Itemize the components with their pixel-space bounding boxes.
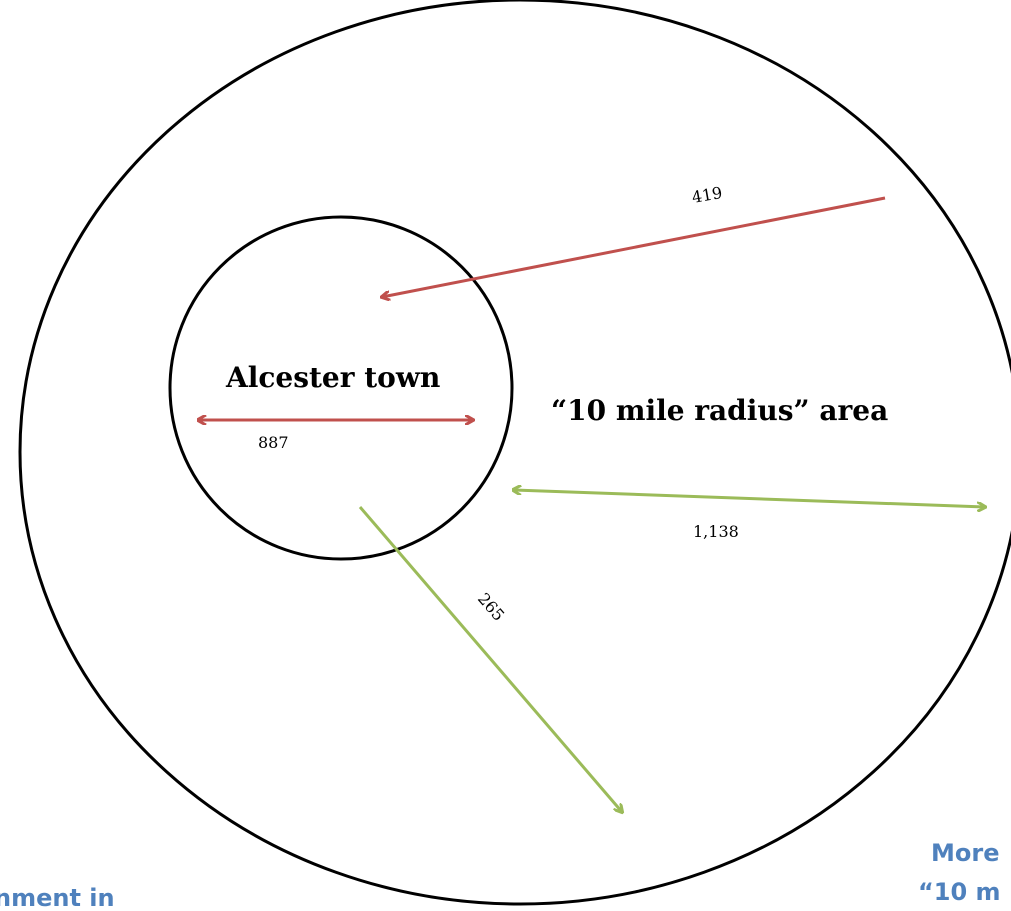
out-of-area-value: 265 (474, 589, 508, 625)
right-caption-line1-partial: More (931, 839, 999, 867)
right-caption-line2-partial: “10 m (918, 878, 1001, 906)
into-town-arrow (382, 196, 886, 297)
town-circle (168, 215, 514, 561)
outer-area-circle (18, 0, 1011, 906)
left-caption-partial: nment in (0, 884, 115, 911)
within-town-value: 887 (258, 433, 289, 452)
town-label: Alcester town (225, 361, 440, 394)
area-label: “10 mile radius” area (551, 394, 888, 427)
out-of-area-arrow (358, 506, 622, 812)
area-to-town-arrow (514, 490, 985, 507)
area-to-town-value: 1,138 (693, 522, 739, 541)
into-town-value: 419 (690, 183, 723, 207)
